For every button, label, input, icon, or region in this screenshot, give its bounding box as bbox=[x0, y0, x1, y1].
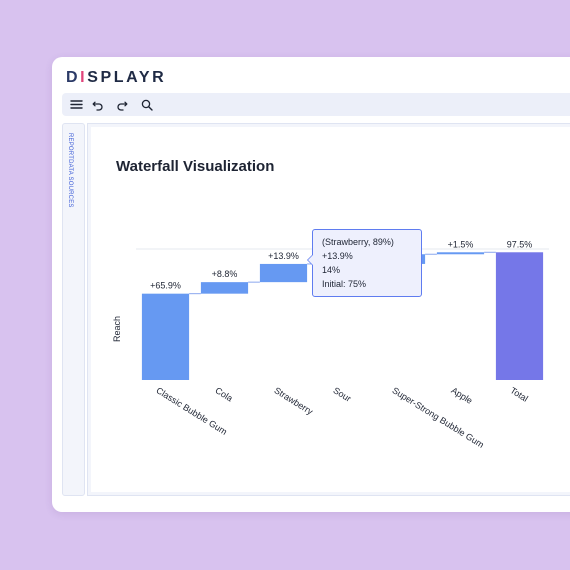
logo-letter: D bbox=[66, 69, 81, 86]
tooltip-initial: Initial: 75% bbox=[322, 279, 367, 289]
tooltip-arrow bbox=[307, 254, 313, 266]
data-label: 97.5% bbox=[507, 239, 533, 249]
displayr-logo: DISPLAYR bbox=[66, 69, 166, 87]
undo-icon[interactable] bbox=[88, 95, 108, 114]
redo-icon[interactable] bbox=[112, 95, 132, 114]
waterfall-bar bbox=[259, 263, 308, 283]
chart-tooltip: (Strawberry, 89%) +13.9% 14% Initial: 75… bbox=[307, 229, 422, 297]
data-label: +65.9% bbox=[150, 281, 181, 291]
toolbar bbox=[62, 93, 570, 116]
tooltip-value: 14% bbox=[322, 265, 341, 275]
search-icon[interactable] bbox=[137, 95, 157, 114]
logo-letter: I bbox=[80, 69, 88, 86]
x-tick-label: Sour bbox=[331, 385, 352, 404]
logo-letter: S bbox=[87, 69, 101, 86]
logo-letter: Y bbox=[138, 69, 153, 86]
data-label: +13.9% bbox=[268, 251, 299, 261]
waterfall-bar bbox=[436, 252, 485, 255]
tooltip-header: (Strawberry, 89%) bbox=[322, 237, 394, 247]
logo-letter: R bbox=[152, 69, 167, 86]
logo-letter: P bbox=[100, 69, 114, 86]
x-tick-label: Total bbox=[508, 385, 529, 404]
logo-letter: A bbox=[126, 69, 139, 86]
waterfall-bar bbox=[495, 252, 544, 380]
data-label: +1.5% bbox=[448, 239, 474, 249]
waterfall-bar bbox=[200, 282, 249, 294]
logo-letter: L bbox=[113, 69, 127, 86]
app-window: DISPLAYR REPORTDATA SOURCES bbox=[52, 57, 570, 512]
tooltip-delta: +13.9% bbox=[322, 251, 353, 261]
x-tick-label: Cola bbox=[213, 385, 234, 403]
data-label: +8.8% bbox=[212, 269, 238, 279]
chart-title: Waterfall Visualization bbox=[116, 158, 275, 175]
sidebar-tabs[interactable]: REPORTDATA SOURCES bbox=[62, 123, 85, 496]
menu-icon[interactable] bbox=[66, 95, 86, 114]
sidebar-label[interactable]: REPORTDATA SOURCES bbox=[67, 133, 73, 208]
waterfall-bar bbox=[141, 293, 190, 380]
x-tick-label: Strawberry bbox=[272, 385, 315, 417]
x-tick-label: Apple bbox=[449, 385, 474, 406]
